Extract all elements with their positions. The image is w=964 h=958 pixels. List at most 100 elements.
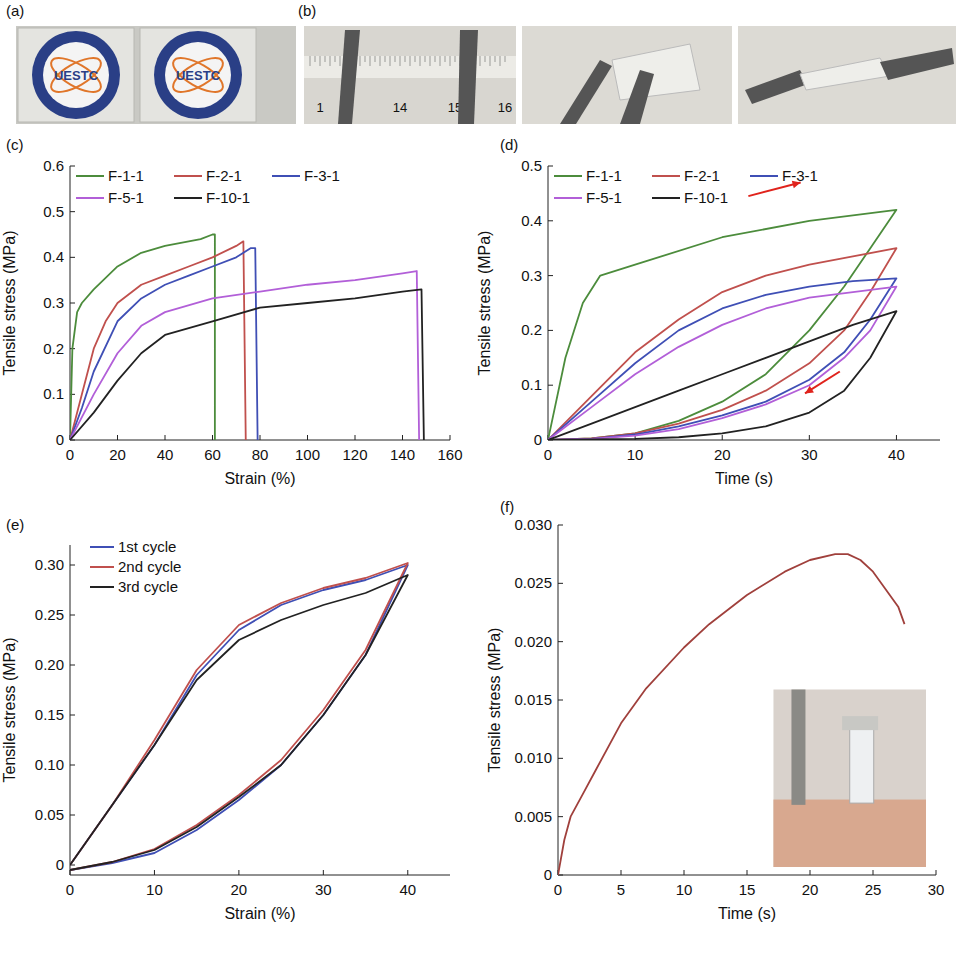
label: (b)	[298, 2, 316, 19]
photo-b: 1141516	[304, 26, 956, 124]
label: 0.20	[35, 656, 64, 673]
photo-a: UESTCUESTC	[16, 26, 296, 124]
label: Tensile stress (MPa)	[476, 231, 493, 376]
label: Strain (%)	[224, 470, 295, 487]
inset-skin	[773, 800, 926, 867]
y-tick	[70, 765, 75, 766]
ruler-tick	[310, 56, 311, 66]
label: Tensile stress (MPa)	[1, 231, 18, 376]
ruler-tick	[445, 56, 446, 62]
y-tick	[558, 758, 563, 759]
x-tick	[117, 435, 118, 440]
label: 0.1	[521, 376, 542, 393]
y-tick	[558, 700, 563, 701]
x-tick	[684, 870, 685, 875]
label: 40	[157, 446, 174, 463]
photo	[304, 26, 516, 124]
ruler-tick	[330, 56, 331, 66]
ruler-tick	[430, 56, 431, 66]
ruler-tick	[500, 56, 501, 66]
label: 120	[342, 446, 367, 463]
ruler-tick	[455, 56, 456, 62]
y-tick	[70, 815, 75, 816]
label: 0.15	[35, 706, 64, 723]
series-line	[70, 289, 424, 440]
logo-orbit	[168, 51, 227, 98]
label: 10	[676, 881, 693, 898]
label: Time (s)	[718, 905, 776, 922]
ruler-tick	[375, 56, 376, 62]
x-tick	[260, 435, 261, 440]
logo-ring	[32, 31, 120, 119]
arrow	[748, 182, 800, 196]
figure: (a)(b)UESTCUESTC1141516(c)02040608010012…	[0, 0, 964, 958]
label: 0.015	[514, 691, 552, 708]
legend-swatch	[174, 175, 202, 177]
y-axis	[70, 545, 71, 875]
y-tick	[70, 303, 75, 304]
inset-film	[850, 729, 874, 804]
film	[800, 58, 890, 90]
label: (d)	[500, 136, 518, 153]
ruler-tick	[485, 56, 486, 62]
ruler-tick	[320, 56, 321, 66]
label: 20	[231, 881, 248, 898]
chart: (e)01020304000.050.100.150.200.250.30Str…	[1, 516, 450, 922]
label: F-3-1	[782, 167, 818, 184]
legend-swatch	[554, 197, 582, 199]
legend-swatch	[652, 197, 680, 199]
label: 0	[56, 856, 64, 873]
film	[140, 28, 256, 122]
label: 0.05	[35, 806, 64, 823]
legend-swatch	[76, 197, 104, 199]
label: 1st cycle	[118, 538, 176, 555]
label: 30	[315, 881, 332, 898]
label: 16	[498, 100, 512, 115]
label: 5	[617, 881, 625, 898]
label: 3rd cycle	[118, 578, 178, 595]
label: 0.030	[514, 516, 552, 533]
tweezer	[745, 70, 808, 104]
label: 0.30	[35, 556, 64, 573]
y-axis	[548, 166, 549, 440]
tweezer	[560, 60, 612, 124]
x-tick	[896, 435, 897, 440]
x-tick	[450, 435, 451, 440]
label: 0	[544, 446, 552, 463]
film	[18, 28, 134, 122]
y-tick	[70, 565, 75, 566]
label: F-10-1	[206, 189, 250, 206]
x-tick	[809, 435, 810, 440]
label: 1	[316, 100, 323, 115]
logo-inner	[165, 42, 231, 108]
inset-photo	[773, 690, 926, 868]
label: 20	[714, 446, 731, 463]
ruler-tick	[405, 56, 406, 62]
label: 10	[627, 446, 644, 463]
label: 25	[865, 881, 882, 898]
series-line	[558, 554, 905, 875]
series-line	[548, 248, 896, 440]
label: 2nd cycle	[118, 558, 181, 575]
label: 0	[56, 431, 64, 448]
x-tick	[407, 870, 408, 875]
photo	[522, 26, 732, 124]
legend: 1st cycle 2nd cycle 3rd cycle	[90, 538, 181, 595]
legend-swatch	[272, 175, 300, 177]
label: (a)	[6, 2, 24, 19]
x-tick	[936, 870, 937, 875]
x-tick	[307, 435, 308, 440]
y-tick	[70, 211, 75, 212]
ruler-tick	[340, 56, 341, 66]
label: 0.3	[521, 267, 542, 284]
ruler-tick	[365, 56, 366, 62]
series-line	[70, 575, 408, 870]
label: 0.25	[35, 606, 64, 623]
tweezer	[458, 30, 478, 124]
tweezer	[338, 30, 360, 124]
label: 0.010	[514, 749, 552, 766]
x-tick	[154, 870, 155, 875]
label: 0.020	[514, 633, 552, 650]
ruler-tick	[420, 56, 421, 66]
label: 0.5	[521, 157, 542, 174]
